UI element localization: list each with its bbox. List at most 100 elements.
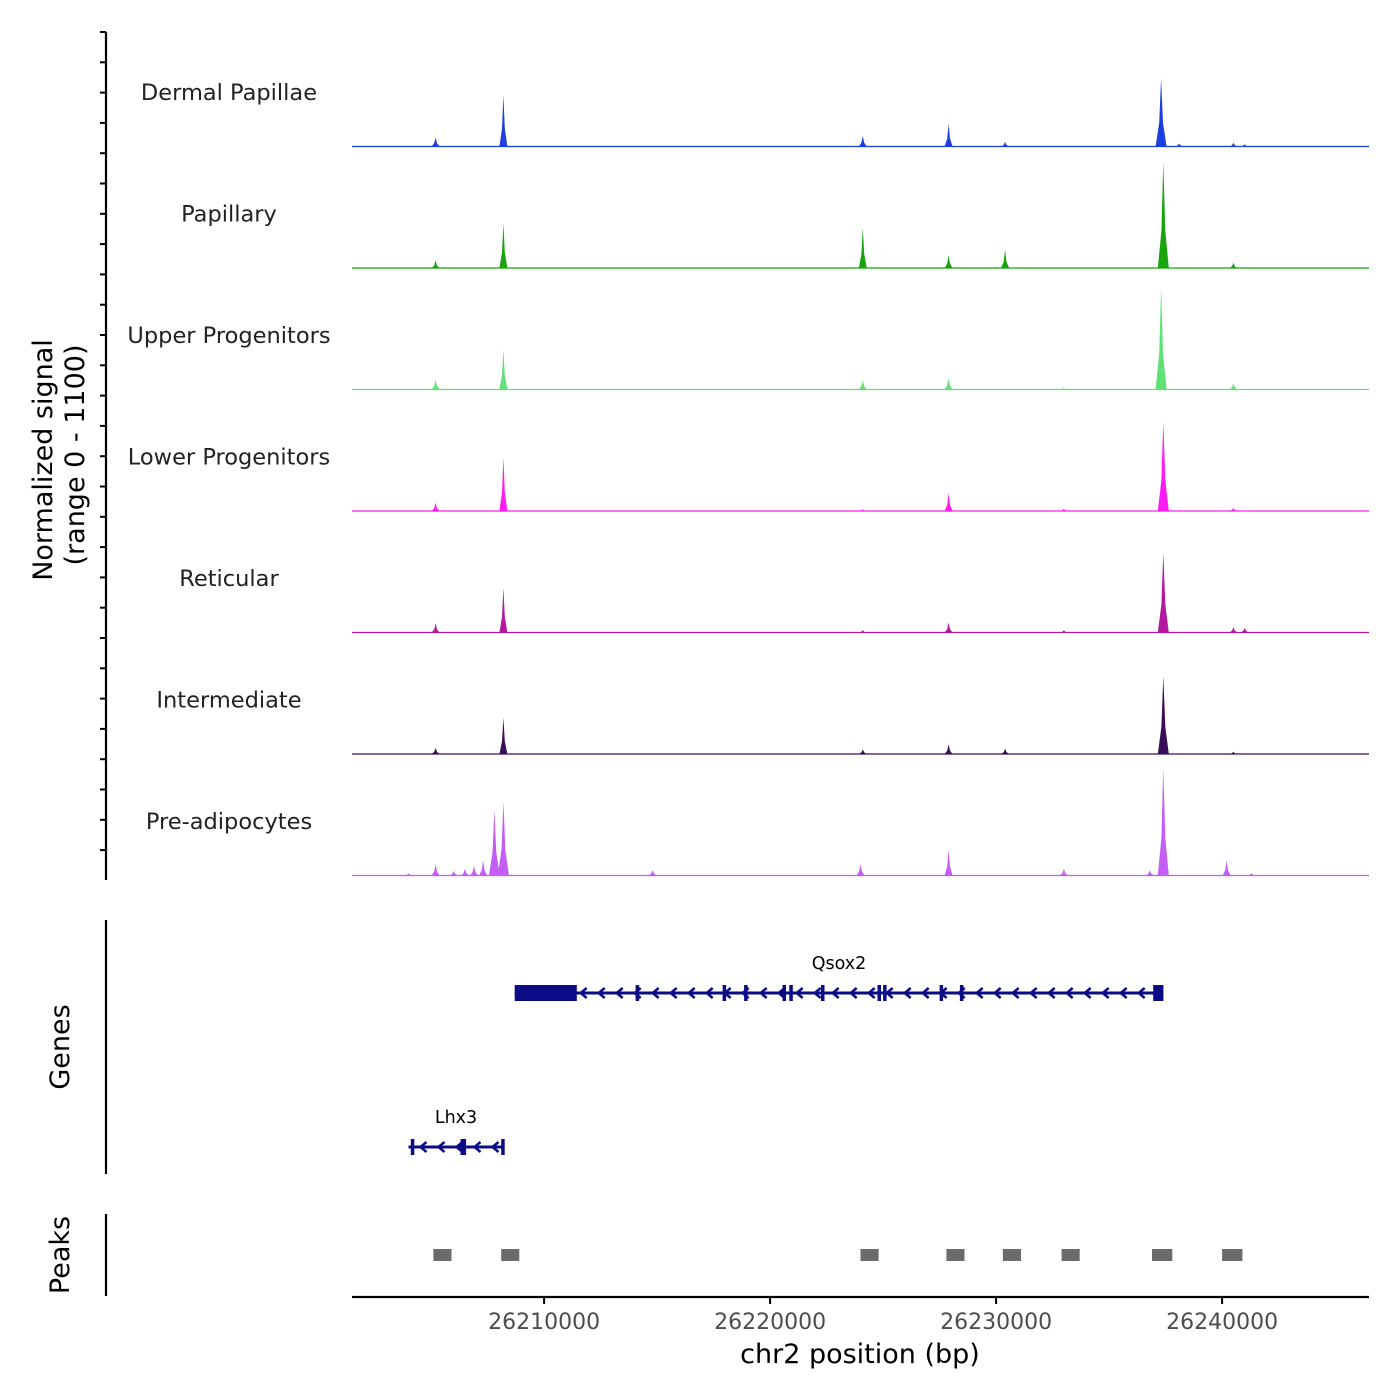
track-label: Intermediate — [156, 688, 301, 714]
coverage-peak — [858, 380, 867, 390]
gene-label: Qsox2 — [812, 954, 867, 974]
track-label: Lower Progenitors — [128, 445, 330, 471]
peak-region — [1002, 1249, 1021, 1261]
peaks-axis-title: Peaks — [45, 1216, 76, 1294]
coverage-peak — [944, 255, 953, 268]
strand-arrow — [1118, 987, 1128, 999]
coverage-peak — [431, 379, 440, 390]
exon — [635, 985, 640, 1001]
coverage-peak — [944, 744, 953, 754]
coverage-peak — [1155, 78, 1167, 147]
x-axis-title: chr2 position (bp) — [740, 1339, 980, 1370]
peak-region — [433, 1249, 452, 1261]
coverage-peak — [497, 801, 509, 876]
exon — [821, 985, 825, 1001]
strand-arrow — [1046, 987, 1056, 999]
coverage-peak — [856, 864, 865, 876]
peak-region — [1152, 1249, 1173, 1261]
strand-arrow — [1082, 987, 1092, 999]
strand-arrow — [1028, 987, 1038, 999]
strand-arrow — [472, 1141, 482, 1153]
gene-lhx3: Lhx3 — [408, 1108, 505, 1155]
peaks-panel: Peaks — [45, 1214, 1243, 1296]
x-axis: 26210000 26220000 26230000 26240000 chr2 po… — [352, 1295, 1369, 1370]
strand-arrow — [1010, 987, 1020, 999]
strand-arrow — [596, 987, 606, 999]
coverage-peak — [479, 860, 488, 876]
track-label: Pre-adipocytes — [146, 809, 312, 835]
peak-region — [1222, 1249, 1243, 1261]
exon — [883, 985, 887, 1001]
strand-arrow — [830, 987, 840, 999]
peak-region — [860, 1249, 879, 1261]
strand-arrow — [884, 987, 894, 999]
coverage-peak — [461, 868, 469, 876]
exon — [959, 985, 964, 1001]
coverage-peak — [1157, 552, 1169, 633]
track-label: Reticular — [179, 566, 279, 592]
coverage-peak — [431, 137, 440, 147]
exon — [722, 985, 727, 1001]
coverage-peak — [499, 349, 508, 390]
coverage-peak — [1145, 870, 1154, 876]
strand-arrow — [974, 987, 984, 999]
exon — [501, 1139, 505, 1155]
coverage-peak — [1229, 142, 1238, 147]
coverage-peak — [431, 502, 440, 511]
coverage-peak — [499, 457, 508, 511]
strand-arrow — [578, 987, 588, 999]
strand-arrow — [1136, 987, 1146, 999]
coverage-peak — [431, 747, 440, 754]
coverage-peak — [431, 623, 440, 633]
strand-arrow — [794, 987, 804, 999]
coverage-peak — [944, 378, 953, 390]
coverage-peak — [1229, 627, 1238, 633]
strand-arrow — [418, 1141, 428, 1153]
strand-arrow — [668, 987, 678, 999]
coverage-peak — [1229, 262, 1238, 268]
strand-arrow — [992, 987, 1002, 999]
exon — [744, 985, 748, 1001]
exon — [877, 985, 881, 1001]
track-dermal-papillae: Dermal Papillae — [141, 78, 1369, 148]
track-label: Papillary — [181, 202, 277, 228]
coverage-peak — [1155, 287, 1167, 390]
exon — [410, 1139, 415, 1155]
track-lower-progenitors: Lower Progenitors — [128, 421, 1369, 512]
coverage-peak — [1175, 143, 1184, 147]
strand-arrow — [650, 987, 660, 999]
gene-label: Lhx3 — [435, 1108, 477, 1128]
coverage-peak — [858, 749, 867, 754]
coverage-peak — [1229, 508, 1238, 511]
track-upper-progenitors: Upper Progenitors — [127, 287, 1369, 391]
track-label: Upper Progenitors — [127, 323, 330, 349]
exon — [514, 985, 577, 1001]
coverage-peak — [1059, 868, 1068, 876]
coverage-peak — [858, 227, 867, 268]
coverage-peak — [944, 849, 953, 876]
coverage-peak — [449, 871, 458, 876]
coverage-peak — [1157, 162, 1169, 268]
coverage-peak — [648, 870, 657, 876]
coverage-peak — [1001, 249, 1010, 268]
coverage-peak — [431, 260, 440, 268]
coverage-peak — [1157, 768, 1169, 876]
peak-regions — [433, 1249, 1243, 1261]
coverage-peak — [470, 865, 478, 876]
strand-arrow — [812, 987, 822, 999]
y-axis-title-line2: (range 0 - 1100) — [60, 345, 91, 566]
exon — [939, 985, 944, 1001]
coverage-peak — [431, 864, 440, 876]
coverage-peak — [1157, 421, 1169, 511]
coverage-peak — [499, 717, 508, 754]
exon — [1153, 985, 1164, 1001]
coverage-peak — [499, 95, 508, 147]
x-tick-label: 26240000 — [1166, 1310, 1278, 1335]
strand-arrow — [866, 987, 876, 999]
exon — [789, 985, 793, 1001]
coverage-peak — [499, 223, 508, 268]
track-label: Dermal Papillae — [141, 80, 317, 106]
coverage-peak — [1229, 383, 1238, 390]
x-ticks: 26210000 26220000 26230000 26240000 — [488, 1297, 1278, 1335]
